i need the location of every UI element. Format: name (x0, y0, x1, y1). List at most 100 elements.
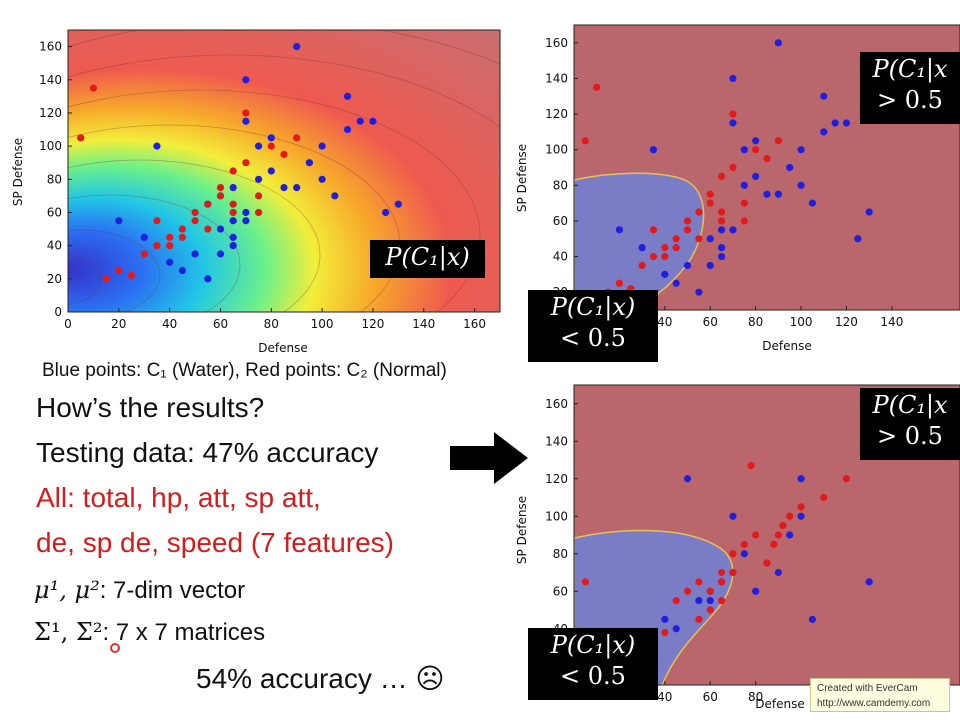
point-normal (672, 597, 680, 605)
plot-frame (573, 24, 960, 311)
x-tick-label: 80 (748, 315, 763, 329)
top-right-prob-gt: P(C₁|x > 0.5 (860, 52, 960, 124)
point-water (752, 137, 760, 145)
point-normal (786, 512, 794, 520)
point-water (394, 200, 402, 208)
point-water (729, 512, 737, 520)
point-normal (661, 628, 669, 637)
point-normal (216, 183, 225, 192)
point-water (229, 183, 237, 192)
point-water (706, 597, 714, 605)
point-water (216, 250, 225, 258)
point-water (267, 134, 275, 142)
point-water (842, 119, 851, 127)
point-normal (683, 217, 692, 225)
y-tick-label: 80 (553, 178, 568, 192)
x-tick-label: 120 (361, 317, 384, 331)
point-normal (293, 134, 301, 142)
top-left-prob-lt-line1: P(C₁|x) (550, 293, 636, 321)
y-tick-label: 100 (545, 509, 568, 523)
point-normal (204, 225, 212, 233)
x-tick-label: 80 (264, 317, 279, 331)
point-normal (178, 225, 186, 233)
point-water (331, 192, 339, 200)
top-right-prob-gt-line2: > 0.5 (877, 86, 943, 114)
point-water (763, 190, 771, 198)
point-water (865, 208, 873, 216)
point-normal (649, 252, 658, 261)
x-tick-label: 140 (880, 315, 903, 329)
mu-symbols: μ¹, μ² (34, 576, 100, 604)
all-features-line2: de, sp de, speed (7 features) (36, 527, 394, 558)
point-normal (254, 192, 263, 200)
sigma-description: : 7 x 7 matrices (102, 619, 266, 646)
mu-description: : 7-dim vector (99, 577, 246, 604)
point-water (140, 233, 148, 241)
point-water (683, 261, 692, 270)
bottom-right-prob-gt-line1: P(C₁|x (872, 391, 948, 419)
plot-frame (67, 29, 501, 313)
point-water (683, 475, 692, 483)
point-water (729, 74, 737, 83)
point-water (293, 183, 301, 192)
x-tick-label: 160 (463, 317, 486, 331)
y-tick-label: 0 (54, 305, 62, 319)
chart2-points (581, 39, 873, 296)
point-normal (717, 597, 726, 605)
accuracy-54: 54% accuracy … ☹ (196, 663, 445, 694)
x-tick-label: 40 (657, 690, 672, 704)
point-normal (191, 208, 199, 217)
x-tick-label: 60 (213, 317, 228, 331)
point-water (318, 175, 326, 183)
point-water (797, 181, 805, 189)
point-water (865, 578, 873, 586)
main-probability-label: P(C₁|x) (370, 240, 485, 278)
y-tick-label: 120 (545, 472, 568, 486)
point-normal (842, 475, 851, 483)
point-normal (729, 163, 737, 172)
point-normal (695, 235, 703, 243)
point-normal (140, 250, 148, 258)
point-water (229, 233, 237, 241)
point-water (786, 163, 794, 172)
main-probability-text: P(C₁|x) (385, 243, 470, 271)
point-normal (695, 208, 703, 216)
point-normal (729, 110, 737, 118)
chart3-points (581, 462, 873, 637)
point-water (774, 39, 782, 47)
sigma-line: Σ¹, Σ²: 7 x 7 matrices (34, 618, 265, 647)
point-water (242, 117, 250, 125)
point-normal (127, 271, 136, 280)
point-normal (740, 199, 748, 207)
chart2-xlabel: Defense (762, 339, 811, 353)
point-normal (797, 503, 805, 511)
point-water (831, 119, 839, 127)
point-normal (706, 199, 714, 207)
top-left-prob-lt: P(C₁|x) < 0.5 (528, 290, 658, 362)
point-water (808, 615, 817, 623)
point-water (717, 252, 726, 261)
point-normal (153, 217, 161, 225)
top-left-prob-lt-line2: < 0.5 (560, 324, 626, 352)
point-normal (672, 244, 680, 252)
point-normal (763, 154, 771, 163)
y-tick-label: 60 (47, 205, 62, 219)
y-tick-label: 60 (553, 584, 568, 598)
x-tick-label: 100 (790, 315, 813, 329)
point-water (729, 226, 737, 234)
point-water (752, 172, 760, 181)
bottom-left-prob-lt-line1: P(C₁|x) (550, 631, 636, 659)
point-normal (729, 550, 737, 558)
point-normal (166, 233, 174, 241)
point-water (191, 250, 199, 258)
point-normal (706, 587, 714, 595)
point-water (382, 208, 390, 217)
y-tick-label: 100 (39, 139, 62, 153)
x-tick-label: 0 (64, 317, 72, 331)
point-water (706, 235, 714, 243)
point-water (356, 117, 364, 125)
point-normal (229, 167, 237, 175)
x-tick-label: 60 (703, 315, 718, 329)
point-water (305, 159, 314, 167)
point-water (820, 128, 828, 136)
